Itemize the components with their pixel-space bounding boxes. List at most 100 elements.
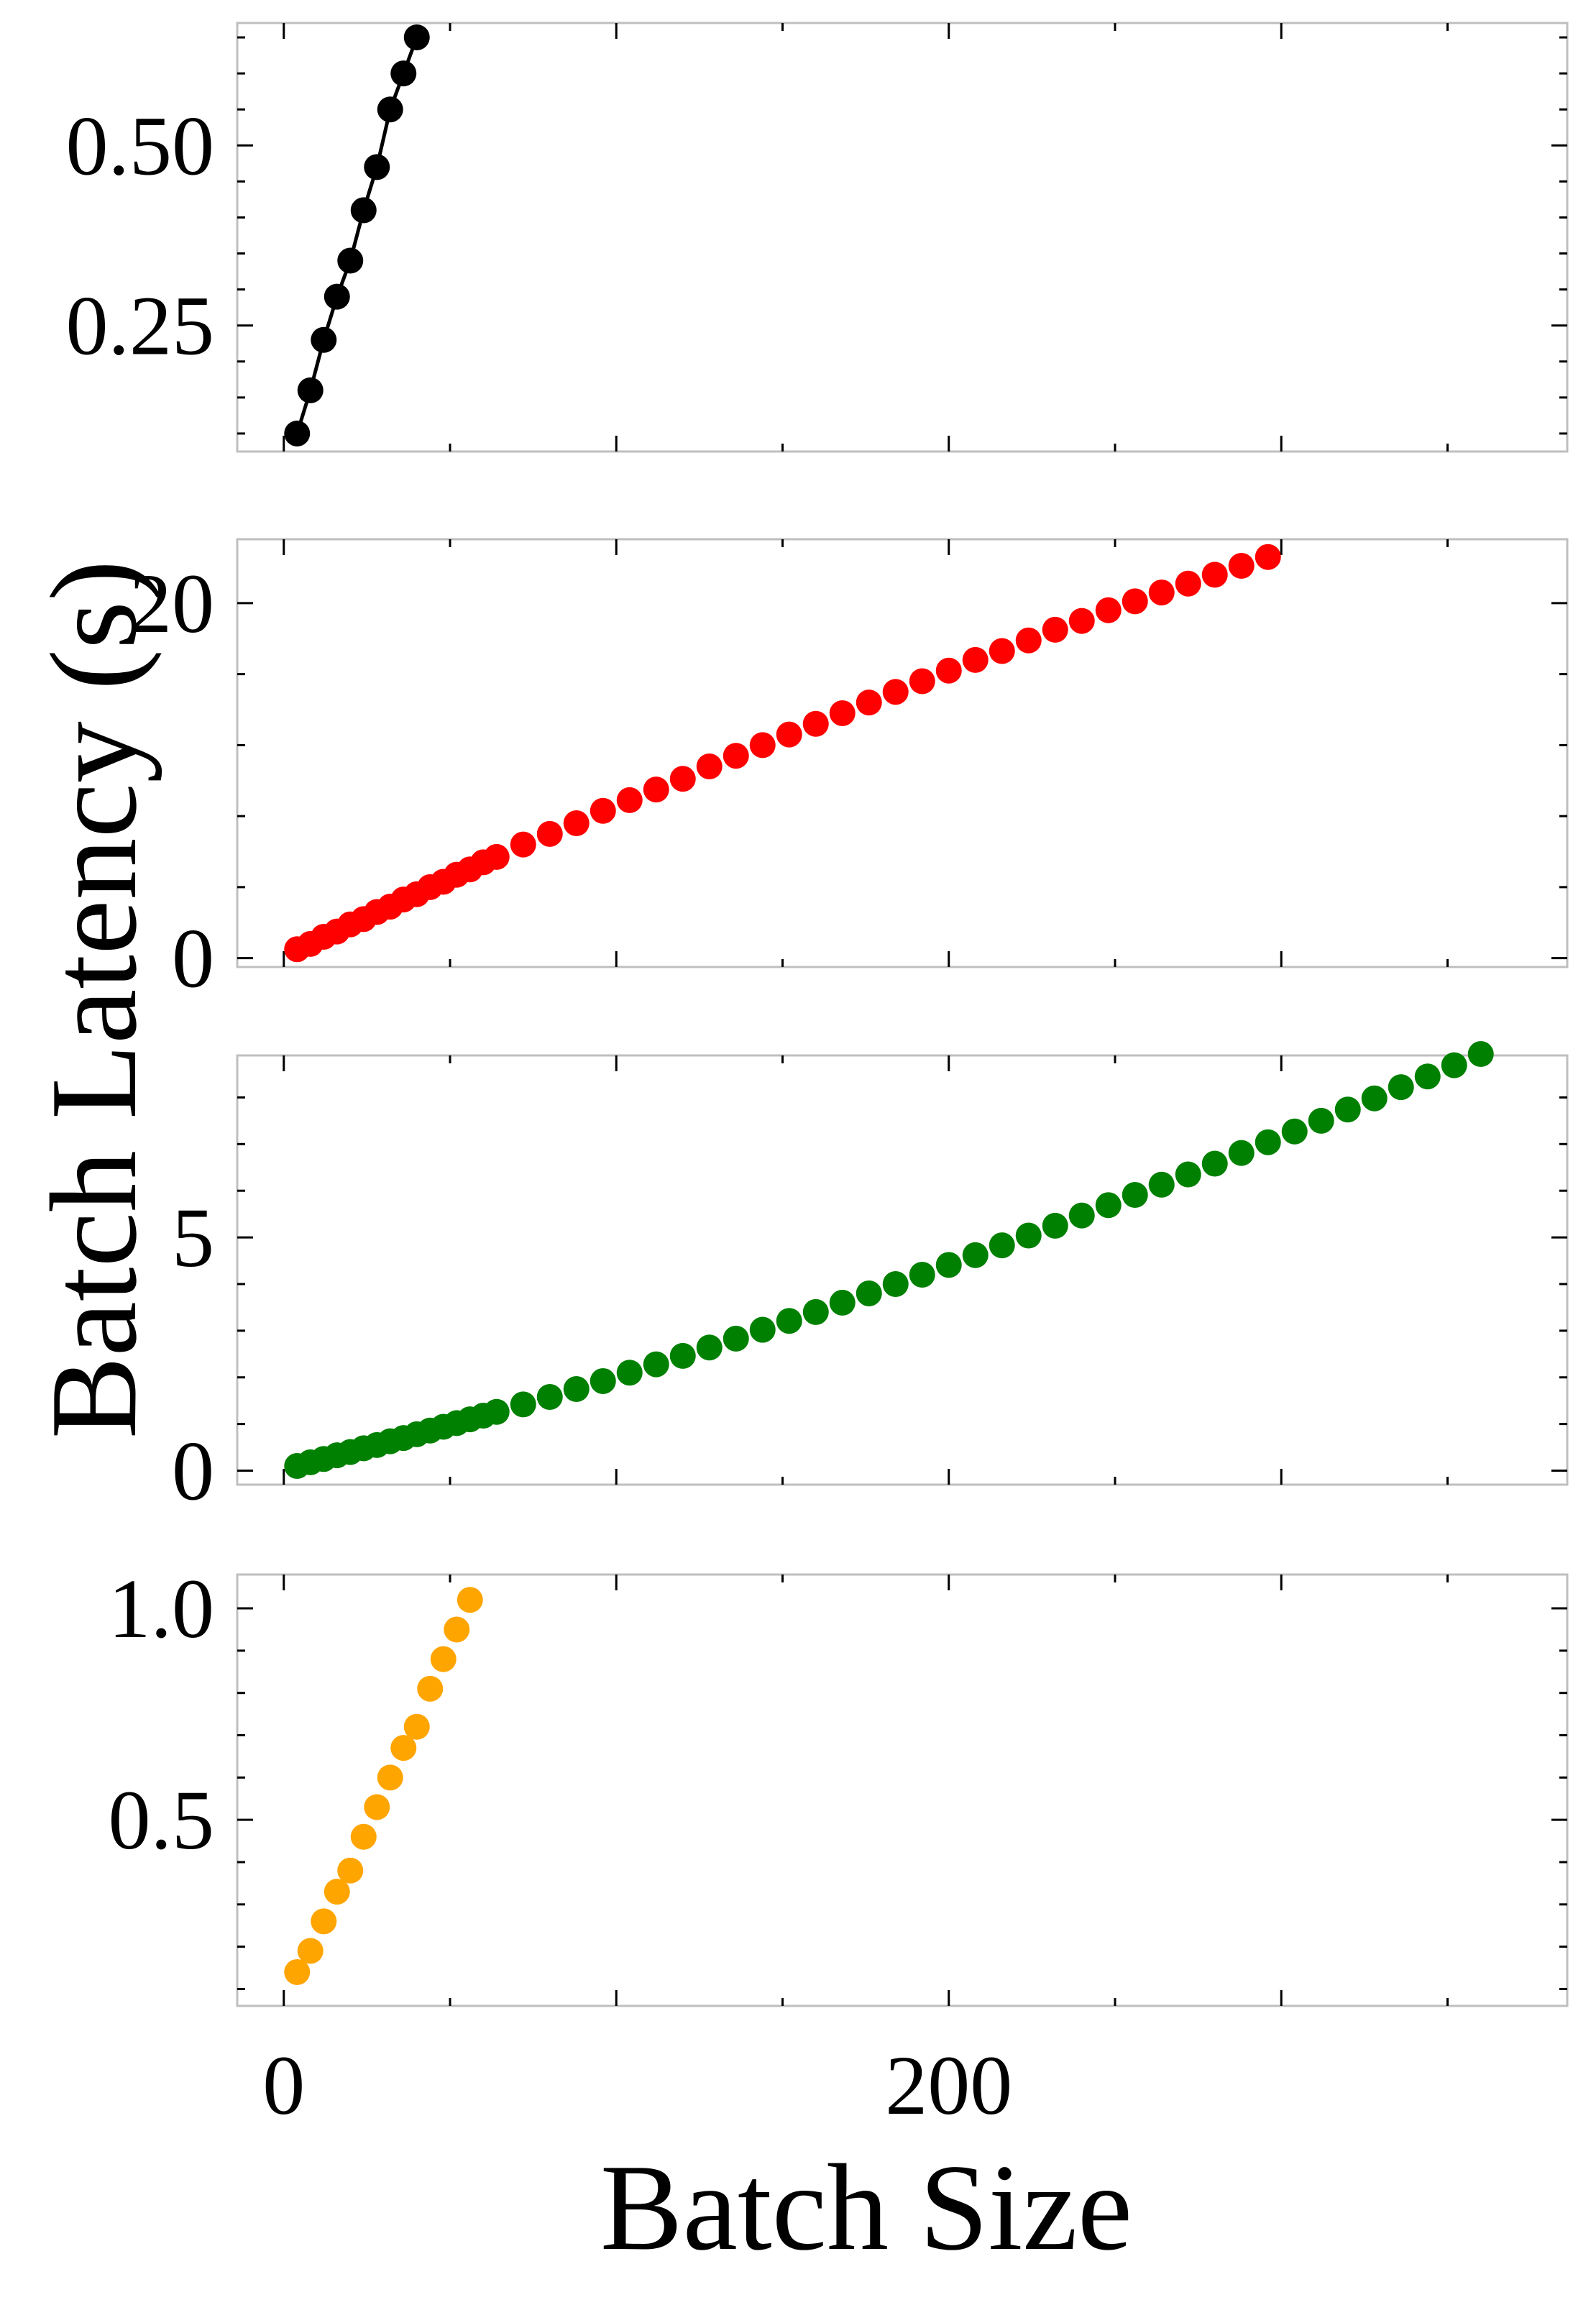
data-point	[989, 1232, 1015, 1259]
data-point	[1281, 1118, 1308, 1145]
data-point	[297, 1938, 324, 1964]
data-point	[669, 766, 696, 792]
data-point	[1095, 597, 1122, 623]
data-point	[284, 1958, 311, 1985]
y-axis-title: Batch Latency (s)	[26, 560, 162, 1439]
data-point	[536, 820, 563, 847]
data-point	[935, 657, 962, 684]
data-point	[1015, 627, 1042, 654]
data-point	[1175, 570, 1201, 597]
data-point	[510, 1391, 536, 1418]
data-point	[696, 753, 723, 780]
data-point	[284, 420, 311, 446]
data-point	[856, 689, 882, 716]
data-point	[1148, 1171, 1175, 1198]
data-point	[643, 1351, 669, 1378]
data-point	[590, 797, 616, 824]
panel-2: 0 20	[129, 538, 1569, 1006]
x-tick-labels: 0 200	[262, 2038, 1012, 2132]
panel-frame	[236, 1573, 1569, 2007]
data-point	[723, 1325, 749, 1352]
x-tick-label: 0	[262, 2038, 305, 2132]
panel-3: 05	[172, 1041, 1569, 1518]
y-tick-label: 0.50	[66, 98, 215, 193]
panel-frame	[236, 1054, 1569, 1486]
data-point	[643, 776, 669, 803]
data-point	[935, 1252, 962, 1278]
data-point	[669, 1342, 696, 1369]
data-point	[962, 1242, 989, 1268]
data-point	[909, 668, 935, 695]
data-point	[1068, 1202, 1095, 1229]
panels-layer: 0.25 0.50 0 20 05 0.5 1.0 0 200	[66, 22, 1569, 2132]
data-point	[802, 710, 829, 737]
data-point	[1201, 1150, 1228, 1177]
data-point	[1361, 1085, 1388, 1112]
data-point	[483, 843, 510, 870]
x-tick-label: 200	[885, 2038, 1012, 2132]
data-point	[350, 197, 377, 224]
y-tick-label: 0.5	[109, 1773, 215, 1867]
data-point	[1414, 1063, 1441, 1090]
y-tick-label: 1.0	[109, 1562, 215, 1656]
data-point	[1441, 1052, 1467, 1078]
data-point	[1388, 1074, 1414, 1101]
data-point	[324, 283, 350, 310]
data-point	[616, 1360, 643, 1386]
data-point	[364, 1794, 390, 1820]
data-point	[1334, 1096, 1361, 1123]
y-tick-label: 20	[129, 556, 214, 651]
data-point	[989, 638, 1015, 664]
data-point	[1122, 588, 1148, 615]
data-point	[723, 743, 749, 769]
data-point	[311, 326, 337, 353]
data-point	[856, 1280, 882, 1306]
y-tick-label: 0	[172, 1424, 214, 1518]
data-point	[297, 377, 324, 403]
data-point	[337, 1857, 364, 1884]
data-point	[1042, 1212, 1068, 1239]
data-point	[1095, 1192, 1122, 1219]
data-point	[1148, 579, 1175, 606]
data-point	[337, 247, 364, 274]
data-point	[350, 1823, 377, 1850]
data-point	[563, 1375, 590, 1402]
data-point	[696, 1334, 723, 1361]
data-point	[1015, 1222, 1042, 1249]
data-point	[1175, 1161, 1201, 1188]
data-point	[377, 1764, 403, 1791]
data-point	[364, 154, 390, 180]
data-point	[616, 787, 643, 813]
data-point	[749, 732, 776, 759]
panel-1: 0.25 0.50	[66, 22, 1569, 453]
data-point	[390, 1735, 417, 1761]
data-point	[776, 1308, 802, 1334]
data-point	[483, 1398, 510, 1425]
data-point	[457, 1587, 483, 1613]
data-point	[1255, 544, 1281, 570]
panel-frame	[236, 22, 1569, 453]
data-point	[590, 1367, 616, 1394]
panel-frame	[236, 538, 1569, 968]
data-point	[417, 1675, 444, 1702]
data-point	[1228, 1140, 1255, 1166]
data-point	[1201, 562, 1228, 588]
data-point	[403, 1713, 430, 1740]
y-tick-label: 0.25	[66, 279, 215, 373]
series-line	[295, 37, 419, 434]
data-point	[829, 1289, 856, 1316]
data-point	[324, 1879, 350, 1905]
data-point	[403, 24, 430, 51]
data-point	[776, 721, 802, 748]
data-point	[510, 831, 536, 858]
data-point	[909, 1261, 935, 1288]
data-point	[882, 679, 909, 705]
y-tick-label: 0	[172, 912, 214, 1006]
data-point	[1308, 1107, 1334, 1134]
x-axis-title: Batch Size	[600, 2140, 1132, 2276]
data-point	[377, 96, 403, 123]
panel-4: 0.5 1.0	[109, 1562, 1569, 2007]
data-point	[882, 1270, 909, 1297]
data-point	[430, 1646, 457, 1672]
